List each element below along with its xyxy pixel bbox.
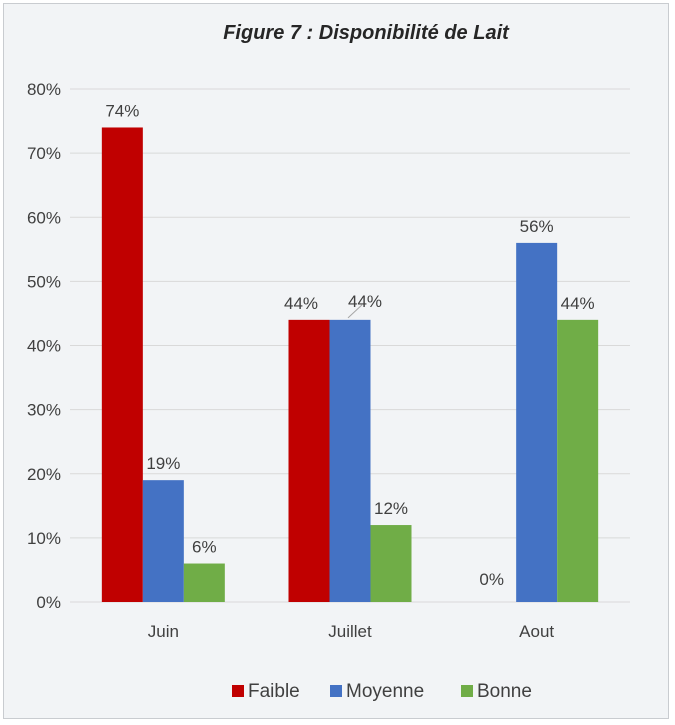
y-tick-label: 10% — [27, 529, 61, 548]
x-tick-label: Juillet — [328, 622, 372, 641]
legend-swatch — [461, 685, 473, 697]
bar — [101, 127, 143, 602]
bar — [329, 319, 371, 602]
y-tick-label: 30% — [27, 401, 61, 420]
data-label: 19% — [146, 454, 180, 473]
legend-label: Faible — [248, 681, 300, 702]
chart-title: Figure 7 : Disponibilité de Lait — [223, 22, 510, 44]
bar — [142, 480, 184, 602]
leader-line — [347, 304, 363, 319]
bar — [370, 525, 412, 602]
legend-label: Moyenne — [346, 681, 424, 702]
x-axis: Juin Juillet Aout — [148, 622, 555, 641]
y-axis: 0% 10% 20% 30% 40% 50% 60% 70% 80% — [27, 80, 61, 612]
legend-swatch — [330, 685, 342, 697]
x-tick-label: Juin — [148, 622, 179, 641]
bars — [101, 127, 599, 602]
data-labels: 74% 19% 6% 44% 44% 12% 0% 56% 44% — [105, 101, 594, 589]
bar — [516, 242, 558, 602]
data-label: 74% — [105, 101, 139, 120]
data-label: 44% — [348, 292, 382, 311]
legend-swatch — [232, 685, 244, 697]
y-tick-label: 0% — [36, 593, 61, 612]
data-label: 44% — [284, 294, 318, 313]
y-tick-label: 50% — [27, 272, 61, 291]
y-tick-label: 60% — [27, 208, 61, 227]
y-tick-label: 20% — [27, 465, 61, 484]
data-label: 0% — [479, 570, 504, 589]
legend: Faible Moyenne Bonne — [232, 681, 532, 702]
y-tick-label: 80% — [27, 80, 61, 99]
data-label: 6% — [192, 538, 217, 557]
data-label: 44% — [561, 294, 595, 313]
data-label: 56% — [520, 217, 554, 236]
legend-label: Bonne — [477, 681, 532, 702]
data-label: 12% — [374, 499, 408, 518]
y-tick-label: 70% — [27, 144, 61, 163]
x-tick-label: Aout — [519, 622, 554, 641]
y-tick-label: 40% — [27, 337, 61, 356]
bar — [288, 319, 330, 602]
bar — [183, 563, 225, 602]
bar — [557, 319, 599, 602]
